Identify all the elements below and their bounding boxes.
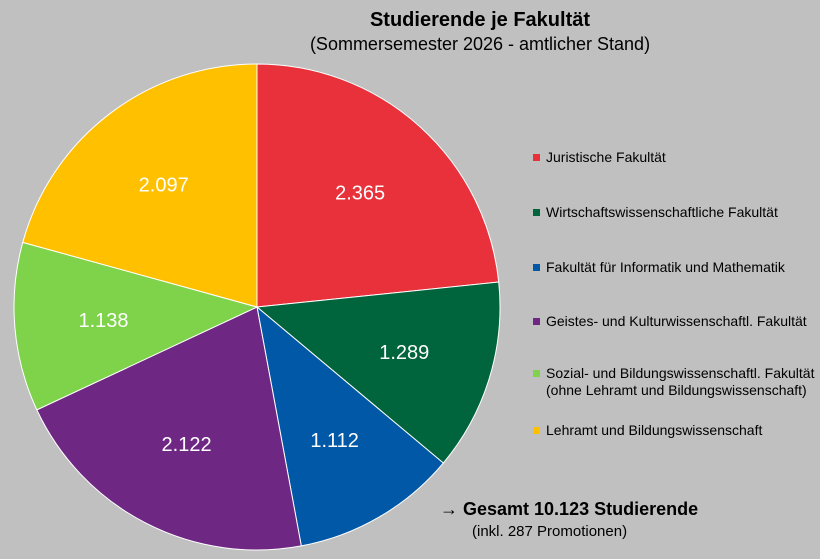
chart-title: Studierende je Fakultät	[369, 9, 591, 31]
slice-value-label: 1.112	[310, 430, 359, 452]
pie-slice	[13, 241, 259, 411]
chart-subtitle: (Sommersemester 2026 - amtlicher Stand)	[309, 34, 651, 54]
pie-slice	[256, 63, 500, 308]
slice-value-label: 2.097	[139, 174, 189, 196]
slice-value-label: 1.138	[79, 310, 129, 332]
legend-swatch	[533, 370, 540, 377]
slice-value-label: 1.289	[379, 342, 429, 364]
total-students: → Gesamt 10.123 Studierende	[440, 499, 699, 519]
slice-value-label: 2.122	[162, 434, 212, 456]
legend-swatch	[533, 427, 540, 434]
legend-label: Geistes- und Kulturwissenschaftl. Fakult…	[546, 313, 807, 329]
legend-label: Lehramt und Bildungswissenschaft	[546, 422, 763, 438]
pie-slice	[36, 306, 302, 551]
legend-swatch	[533, 318, 540, 325]
pie-slice	[22, 63, 258, 308]
legend-label: Wirtschaftswissenschaftliche Fakultät	[546, 204, 778, 220]
pie-slice	[256, 305, 445, 547]
legend-label: Juristische Fakultät	[546, 149, 666, 165]
legend-label: Fakultät für Informatik und Mathematik	[546, 259, 785, 275]
legend-swatch	[533, 209, 540, 216]
legend-label: Sozial- und Bildungswissenschaftl. Fakul…	[546, 365, 815, 398]
legend-swatch	[533, 264, 540, 271]
legend-swatch	[533, 154, 540, 161]
slice-value-label: 2.365	[335, 183, 385, 205]
total-note: (inkl. 287 Promotionen)	[472, 523, 628, 540]
pie-slice	[255, 281, 501, 464]
